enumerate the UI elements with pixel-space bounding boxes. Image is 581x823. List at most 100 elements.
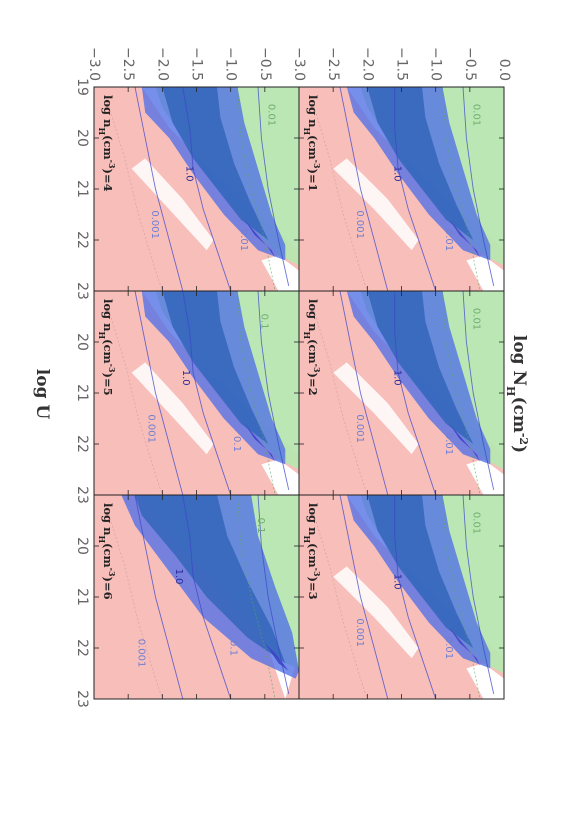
panel-label-part: (cm [101, 135, 115, 160]
y-tick-label: −1.5 [394, 47, 410, 81]
blue-core-region [367, 291, 474, 444]
contour-line-blue [339, 291, 389, 495]
blue-core-region [367, 495, 474, 648]
panel-body-5: 0.1 0.001 0.1 1.0 [94, 291, 299, 495]
white-wedge [466, 663, 504, 699]
contour-line-blue [462, 495, 495, 694]
panel-label-part: log n [306, 299, 320, 332]
white-wedge [466, 255, 504, 291]
contour-label: 1.0 [183, 166, 194, 182]
x-tick-label: 20 [74, 129, 90, 147]
panel-label-part: )=4 [101, 169, 115, 192]
blue-core-region [135, 495, 286, 664]
panel-label-4: log nH(cm-3)=4 [97, 95, 117, 192]
contour-line-blue [182, 87, 232, 291]
contour-label: 0.01 [265, 104, 276, 126]
panel-4: 0.01 0.001 0.01 1.0 log nH(cm-3)=4 [93, 86, 300, 292]
panel-body-6: 0.1 0.001 0.1 1.0 [94, 495, 299, 699]
panel-label-part: (cm [101, 543, 115, 568]
blue-tip-region [449, 219, 481, 258]
contour-line-green [442, 87, 481, 291]
contour-label: 1.0 [392, 166, 403, 182]
contour-label: 0.1 [231, 436, 242, 452]
panel-label-part: log n [306, 95, 320, 128]
white-wedge [261, 255, 299, 291]
x-tick-label: 21 [74, 180, 90, 198]
contour-label: 0.01 [470, 512, 481, 534]
panel-label-part: -3 [312, 568, 322, 577]
panel-label-part: (cm [306, 339, 320, 364]
contour-label: 0.001 [149, 210, 160, 239]
contour-line-green [442, 495, 481, 699]
panel-label-part: H [97, 331, 107, 339]
contour-label: 0.001 [146, 414, 157, 443]
contour-line-blue [257, 291, 290, 490]
contour-label: 0.1 [255, 518, 266, 534]
x-tick-label: 22 [74, 435, 90, 453]
panel-label-1: log nH(cm-3)=1 [302, 95, 322, 192]
contour-line-blue [394, 291, 437, 495]
panel-label-part: -3 [312, 364, 322, 373]
x-tick-label: 21 [74, 384, 90, 402]
contour-line-blue [134, 87, 184, 291]
contour-label: 0.1 [228, 640, 239, 656]
blue-tip-region [244, 219, 276, 258]
contour-line-blue [134, 291, 184, 495]
panel-label-part: )=6 [101, 577, 115, 600]
panel-label-part: )=1 [306, 169, 320, 192]
blue-core-region [162, 291, 269, 444]
pink-gap [131, 158, 214, 251]
x-tick-label: 20 [74, 537, 90, 555]
contour-label: 0.01 [443, 637, 454, 659]
panel-label-part: -3 [107, 364, 117, 373]
contour-label: 1.0 [173, 569, 184, 585]
x-tick-label: 23 [74, 690, 90, 708]
contour-line-pink [312, 102, 368, 291]
contour-line-green [442, 291, 481, 495]
panel-label-part: H [302, 127, 312, 135]
white-wedge [466, 459, 504, 495]
contour-line-blue [339, 87, 389, 291]
y-tick-label: −1.5 [189, 47, 205, 81]
pink-gap [333, 362, 419, 455]
panel-1: 0.01 0.001 0.01 1.0 log nH(cm-3)=1 [298, 86, 505, 292]
x-tick-label: 23 [74, 486, 90, 504]
panel-label-part: (cm [306, 543, 320, 568]
contour-label: 0.01 [470, 308, 481, 330]
panel-label-part: H [302, 331, 312, 339]
panel-label-part: )=2 [306, 373, 320, 396]
contour-label: 1.0 [392, 370, 403, 386]
contour-line-blue [394, 495, 437, 699]
y-tick-label: −1.0 [223, 47, 239, 81]
y-tick-label: −3.0 [86, 47, 102, 81]
y-tick-label: −3.0 [291, 47, 307, 81]
y-axis-title: log U [32, 369, 52, 420]
blue-tip-region [449, 423, 481, 462]
contour-line-green [237, 291, 276, 495]
contour-label: 0.001 [354, 618, 365, 647]
contour-line-blue [182, 291, 232, 495]
panel-body-2: 0.01 0.001 0.01 1.0 [299, 291, 504, 495]
panel-label-part: log n [306, 503, 320, 536]
contour-label: 0.01 [443, 229, 454, 251]
blue-tip-region [244, 423, 276, 462]
x-tick-label: 20 [74, 333, 90, 351]
x-tick-labels: 19 20 21 22 23 20 21 22 23 20 21 22 23 [74, 78, 90, 708]
contour-label: 0.01 [443, 433, 454, 455]
panel-label-part: log n [101, 95, 115, 128]
contour-line-blue [257, 495, 290, 694]
contour-label: 0.01 [238, 229, 249, 251]
contour-line-pink [312, 510, 368, 699]
contour-line-blue [462, 87, 495, 286]
contour-label: 0.1 [258, 314, 269, 330]
panel-label-part: -3 [312, 160, 322, 169]
panel-label-part: log n [101, 503, 115, 536]
contour-line-blue [462, 291, 495, 490]
y-tick-label: −0.5 [257, 47, 273, 81]
pink-gap [333, 566, 419, 659]
contour-line-blue [134, 495, 184, 699]
contour-line-pink [107, 510, 163, 699]
y-tick-label: −2.5 [120, 47, 136, 81]
